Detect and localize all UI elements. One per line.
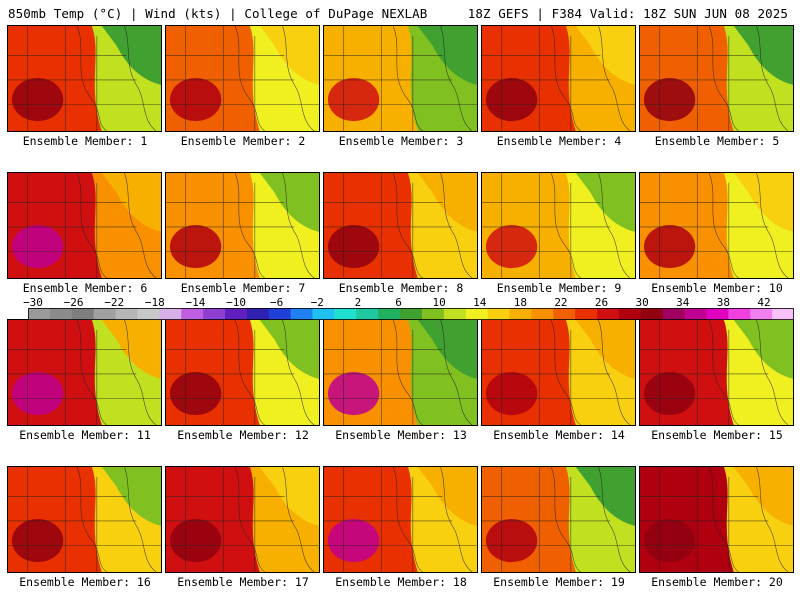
colorbar-swatch	[115, 308, 138, 320]
colorbar-tick-label: −22	[104, 296, 125, 309]
ensemble-map-panel	[639, 466, 794, 573]
colorbar-swatch	[137, 308, 160, 320]
colorbar-swatch	[49, 308, 73, 320]
colorbar-swatch	[640, 308, 664, 320]
ensemble-map-panel	[7, 25, 162, 132]
valid-time: 18Z GEFS | F384 Valid: 18Z SUN JUN 08 20…	[467, 6, 788, 21]
ensemble-member-label: Ensemble Member: 8	[338, 281, 464, 295]
colorbar-swatch	[618, 308, 642, 320]
colorbar-tick-label: 18	[513, 296, 527, 309]
colorbar-swatch	[356, 308, 379, 320]
colorbar-tick-label: −18	[144, 296, 165, 309]
colorbar-swatch	[181, 308, 204, 320]
ensemble-member-label: Ensemble Member: 13	[335, 428, 467, 442]
ensemble-member-label: Ensemble Member: 3	[338, 134, 464, 148]
ensemble-map-panel	[481, 25, 636, 132]
ensemble-member-label: Ensemble Member: 17	[177, 575, 309, 589]
ensemble-map-panel	[165, 172, 320, 279]
ensemble-map-panel	[323, 466, 478, 573]
colorbar-outline	[28, 308, 794, 320]
colorbar-tick-label: 34	[676, 296, 690, 309]
ensemble-member-label: Ensemble Member: 7	[180, 281, 306, 295]
colorbar-swatch	[465, 308, 489, 320]
ensemble-member-label: Ensemble Member: 6	[22, 281, 148, 295]
colorbar-swatch	[750, 308, 773, 320]
colorbar-swatch	[487, 308, 510, 320]
colorbar-swatch	[728, 308, 751, 320]
colorbar-tick-label: −10	[226, 296, 246, 309]
ensemble-map-panel	[165, 319, 320, 426]
ensemble-map-panel	[165, 25, 320, 132]
ensemble-map-panel	[323, 172, 478, 279]
ensemble-member-label: Ensemble Member: 12	[177, 428, 309, 442]
colorbar-tick-label: 42	[757, 296, 771, 309]
ensemble-member-label: Ensemble Member: 11	[19, 428, 151, 442]
colorbar-swatch	[400, 308, 423, 320]
colorbar-swatch	[28, 308, 51, 320]
colorbar-swatch	[684, 308, 707, 320]
colorbar-swatch	[159, 308, 182, 320]
colorbar-swatch	[443, 308, 467, 320]
colorbar-swatch	[662, 308, 686, 320]
ensemble-map-panel	[639, 172, 794, 279]
colorbar-swatch	[706, 308, 729, 320]
colorbar-swatch	[246, 308, 270, 320]
ensemble-member-label: Ensemble Member: 16	[19, 575, 151, 589]
ensemble-map-panel	[165, 466, 320, 573]
ensemble-member-label: Ensemble Member: 9	[496, 281, 622, 295]
colorbar-tick-label: 26	[594, 296, 609, 309]
ensemble-member-label: Ensemble Member: 2	[180, 134, 306, 148]
temperature-colorbar	[28, 308, 794, 320]
ensemble-map-panel	[481, 466, 636, 573]
colorbar-tick-label: −14	[185, 296, 206, 309]
colorbar-swatch	[531, 308, 554, 320]
ensemble-member-label: Ensemble Member: 19	[493, 575, 625, 589]
ensemble-map-panel	[481, 319, 636, 426]
ensemble-map-panel	[323, 25, 478, 132]
colorbar-tick-label: 6	[395, 296, 402, 309]
ensemble-map-panel	[323, 319, 478, 426]
ensemble-member-label: Ensemble Member: 10	[651, 281, 783, 295]
colorbar-swatch	[378, 308, 401, 320]
colorbar-swatch	[334, 308, 357, 320]
colorbar-tick-label: 2	[354, 296, 362, 309]
colorbar-swatch	[509, 308, 532, 320]
colorbar-swatch	[421, 308, 445, 320]
ensemble-member-label: Ensemble Member: 20	[651, 575, 783, 589]
colorbar-swatch	[224, 308, 248, 320]
ensemble-map-panel	[481, 172, 636, 279]
colorbar-swatch	[575, 308, 598, 320]
ensemble-map-panel	[639, 25, 794, 132]
colorbar-swatch	[71, 308, 95, 320]
colorbar-tick-label: −30	[23, 296, 43, 309]
colorbar-swatch	[203, 308, 226, 320]
colorbar-swatch	[290, 308, 314, 320]
product-title: 850mb Temp (°C) | Wind (kts) | College o…	[8, 6, 428, 21]
colorbar-tick-label: 30	[635, 296, 649, 309]
ensemble-member-label: Ensemble Member: 4	[496, 134, 622, 148]
ensemble-map-panel	[7, 172, 162, 279]
ensemble-member-label: Ensemble Member: 14	[493, 428, 625, 442]
ensemble-map-panel	[639, 319, 794, 426]
colorbar-swatch	[772, 308, 794, 320]
colorbar-tick-label: 22	[554, 296, 568, 309]
colorbar-tick-label: 10	[432, 296, 446, 309]
colorbar-tick-label: 14	[473, 296, 487, 309]
colorbar-swatch	[93, 308, 117, 320]
colorbar-tick-label: −2	[310, 296, 324, 309]
colorbar-tick-label: 38	[716, 296, 730, 309]
colorbar-swatch	[553, 308, 576, 320]
ensemble-member-label: Ensemble Member: 18	[335, 575, 467, 589]
colorbar-swatch	[312, 308, 335, 320]
colorbar-tick-label: −6	[270, 296, 284, 309]
ensemble-member-label: Ensemble Member: 5	[654, 134, 780, 148]
ensemble-member-label: Ensemble Member: 15	[651, 428, 783, 442]
colorbar-swatch	[597, 308, 620, 320]
ensemble-map-panel	[7, 466, 162, 573]
ensemble-map-panel	[7, 319, 162, 426]
colorbar-tick-label: −26	[63, 296, 84, 309]
colorbar-swatch	[268, 308, 292, 320]
ensemble-member-label: Ensemble Member: 1	[22, 134, 148, 148]
